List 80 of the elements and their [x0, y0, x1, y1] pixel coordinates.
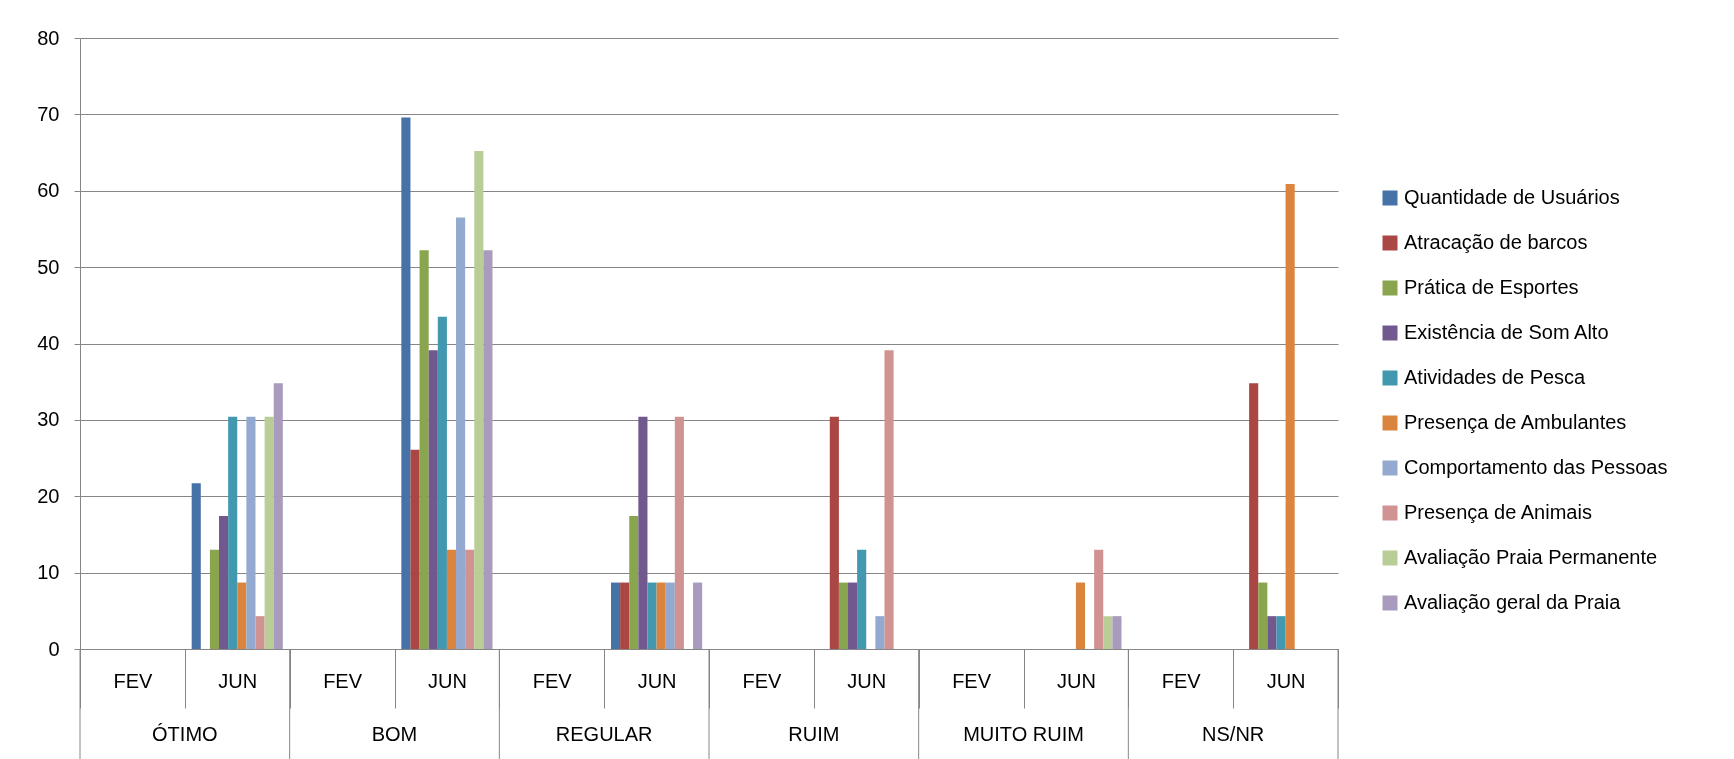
- legend-label: Avaliação Praia Permanente: [1404, 546, 1658, 568]
- bar: [875, 616, 885, 649]
- y-tick-label: 50: [37, 255, 60, 278]
- text: RUIM: [788, 722, 840, 745]
- y-tick-label: 80: [37, 26, 60, 49]
- y-tick-label: 20: [37, 484, 60, 507]
- x-tick-label: FEV: [113, 669, 154, 692]
- bar: [647, 582, 657, 649]
- bar: [611, 582, 621, 649]
- x-tick-label: JUN: [1266, 669, 1306, 692]
- bar: [829, 416, 839, 649]
- legend-label: Avaliação geral da Praia: [1404, 591, 1622, 613]
- bar: [428, 350, 438, 649]
- bar: [237, 582, 247, 649]
- bar: [1267, 616, 1277, 649]
- bar: [1075, 582, 1086, 649]
- legend-label: Prática de Esportes: [1404, 276, 1579, 298]
- x-tick-label: JUN: [637, 669, 677, 692]
- text: MUITO RUIM: [963, 722, 1084, 745]
- y-tick-label: 30: [37, 408, 60, 431]
- bar: [1285, 183, 1295, 649]
- bar: [620, 582, 630, 649]
- legend-label: Presença de Animais: [1404, 501, 1592, 523]
- bar: [209, 549, 220, 649]
- legend-label: Presença de Ambulantes: [1404, 411, 1627, 433]
- bar: [401, 117, 411, 649]
- bar: [246, 416, 256, 649]
- bar: [437, 316, 447, 649]
- bar: [410, 449, 420, 649]
- bar: [1103, 616, 1113, 649]
- bar: [228, 416, 238, 649]
- bar: [884, 350, 894, 649]
- legend-label: Quantidade de Usuários: [1404, 186, 1620, 208]
- bar: [1094, 549, 1104, 649]
- bar: [629, 516, 639, 649]
- x-tick-label: FEV: [532, 669, 573, 692]
- bar: [264, 416, 274, 649]
- bar: [857, 549, 867, 649]
- y-tick-label: 10: [37, 561, 60, 584]
- x-tick-label: FEV: [1161, 669, 1202, 692]
- bar: [1249, 383, 1259, 649]
- text: ÓTIMO: [152, 722, 218, 745]
- bar: [219, 516, 229, 649]
- bar: [273, 383, 283, 649]
- bar: [638, 416, 648, 649]
- legend-label: Atracação de barcos: [1404, 231, 1588, 253]
- bar: [1112, 616, 1122, 649]
- x-tick-label: FEV: [952, 669, 992, 692]
- bar: [1276, 616, 1286, 649]
- text: NS/NR: [1202, 722, 1265, 745]
- bar: [848, 582, 858, 649]
- x-tick-label: JUN: [1056, 669, 1096, 692]
- legend-label: Comportamento das Pessoas: [1404, 456, 1668, 478]
- bar: [1258, 582, 1268, 649]
- y-tick-label: 70: [37, 102, 60, 125]
- bar: [255, 616, 265, 649]
- y-tick-label: 40: [37, 332, 60, 354]
- y-tick-label: 0: [48, 637, 60, 660]
- bar: [674, 416, 684, 649]
- bar: [656, 582, 666, 649]
- bar: [465, 549, 475, 649]
- text: REGULAR: [555, 722, 653, 745]
- bar: [419, 250, 429, 649]
- x-tick-label: JUN: [847, 669, 887, 692]
- bar: [665, 582, 675, 649]
- x-tick-label: JUN: [427, 669, 467, 692]
- bar: [693, 582, 703, 649]
- bar: [446, 549, 457, 649]
- bar: [474, 151, 484, 649]
- bar: [483, 250, 493, 649]
- legend-label: Existência de Som Alto: [1404, 321, 1609, 343]
- bar: [456, 217, 466, 649]
- legend-label: Atividades de Pesca: [1404, 366, 1587, 388]
- bar: [191, 483, 201, 649]
- x-tick-label: FEV: [742, 669, 783, 692]
- x-tick-label: FEV: [323, 669, 363, 692]
- y-tick-label: 60: [37, 179, 60, 202]
- x-tick-label: JUN: [218, 669, 258, 692]
- text: BOM: [371, 722, 418, 745]
- bar: [838, 582, 849, 649]
